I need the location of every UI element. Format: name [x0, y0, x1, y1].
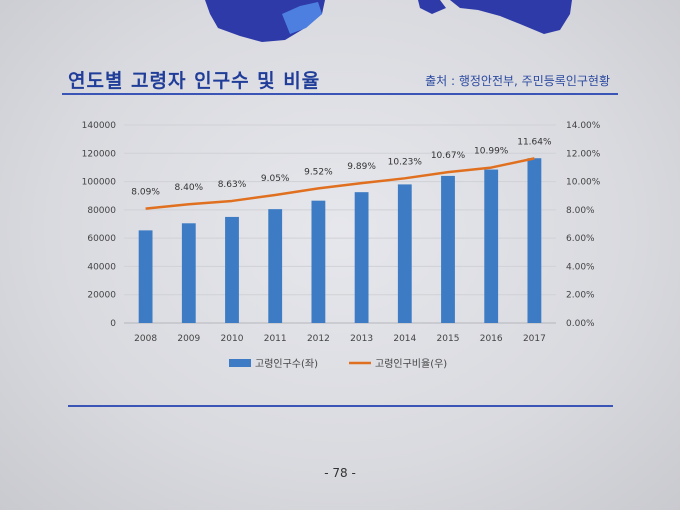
line-data-label: 9.52% [304, 167, 333, 177]
page-number: - 78 - [324, 466, 356, 480]
left-axis-tick-label: 100000 [82, 178, 117, 188]
bar [225, 216, 239, 323]
x-axis-tick-label: 2010 [221, 334, 244, 344]
x-axis-tick-label: 2015 [437, 334, 460, 344]
x-axis-tick-label: 2011 [264, 334, 287, 344]
right-axis-ticks: 0.00% 2.00% 4.00% 6.00% 8.00% 10.00% 12.00% 14.… [566, 121, 601, 329]
page-title: 연도별 고령자 인구수 및 비율 [68, 70, 321, 92]
legend-line-label: 고령인구비율(우) [375, 358, 447, 370]
right-axis-tick-label: 6.00% [566, 234, 595, 244]
legend-bar-swatch [229, 359, 251, 367]
bar [397, 184, 412, 323]
x-axis-ticks: 2008 2009 2010 2011 2012 2013 2014 2015 2016 2017 [134, 334, 546, 344]
ratio-line [145, 157, 535, 210]
line-data-label: 8.40% [175, 183, 204, 193]
bar [311, 200, 326, 323]
line-series: 8.09% 8.40% 8.63% 9.05% 9.52% 9.89% 10.23% 10.6… [131, 137, 552, 210]
line-data-label: 8.09% [131, 188, 160, 198]
x-axis-tick-label: 2009 [177, 334, 200, 344]
bar [441, 175, 455, 323]
line-data-label: 9.05% [261, 174, 290, 184]
bar [484, 169, 499, 323]
bar [138, 230, 153, 323]
map-fragment-image [205, 0, 572, 42]
line-data-label: 9.89% [347, 162, 376, 172]
left-axis-tick-label: 20000 [87, 291, 116, 301]
x-axis-tick-label: 2016 [480, 334, 503, 344]
left-axis-tick-label: 40000 [87, 262, 116, 272]
line-data-label: 10.99% [474, 147, 509, 157]
left-axis-tick-label: 120000 [82, 149, 117, 159]
title-underline [62, 93, 618, 95]
left-axis-tick-label: 60000 [87, 234, 116, 244]
x-axis-tick-label: 2014 [393, 334, 416, 344]
line-data-label: 10.23% [388, 157, 423, 167]
left-axis-ticks: 0 20000 40000 60000 80000 100000 120000 140000 [82, 121, 117, 329]
line-data-label: 8.63% [218, 180, 247, 190]
right-axis-tick-label: 12.00% [566, 149, 601, 159]
left-axis-tick-label: 140000 [82, 121, 117, 131]
bar [268, 209, 283, 323]
right-axis-tick-label: 8.00% [566, 206, 595, 216]
bottom-rule [68, 405, 613, 407]
legend-bar-label: 고령인구수(좌) [255, 358, 318, 370]
left-axis-tick-label: 80000 [87, 206, 116, 216]
source-note: 출처 : 행정안전부, 주민등록인구현황 [425, 74, 610, 88]
right-axis-tick-label: 14.00% [566, 121, 601, 131]
x-axis-tick-label: 2017 [523, 334, 546, 344]
x-axis-tick-label: 2008 [134, 334, 157, 344]
right-axis-tick-label: 10.00% [566, 178, 601, 188]
bar [527, 158, 542, 323]
gridlines [124, 124, 556, 324]
x-axis-tick-label: 2012 [307, 334, 330, 344]
legend: 고령인구수(좌) 고령인구비율(우) [229, 358, 447, 370]
bar [181, 223, 196, 323]
x-axis-tick-label: 2013 [350, 334, 373, 344]
line-data-label: 10.67% [431, 151, 466, 161]
left-axis-tick-label: 0 [110, 319, 116, 329]
right-axis-tick-label: 0.00% [566, 319, 595, 329]
bar-series [138, 158, 542, 323]
line-data-label: 11.64% [517, 137, 552, 147]
right-axis-tick-label: 4.00% [566, 262, 595, 272]
bar [354, 192, 369, 323]
right-axis-tick-label: 2.00% [566, 291, 595, 301]
